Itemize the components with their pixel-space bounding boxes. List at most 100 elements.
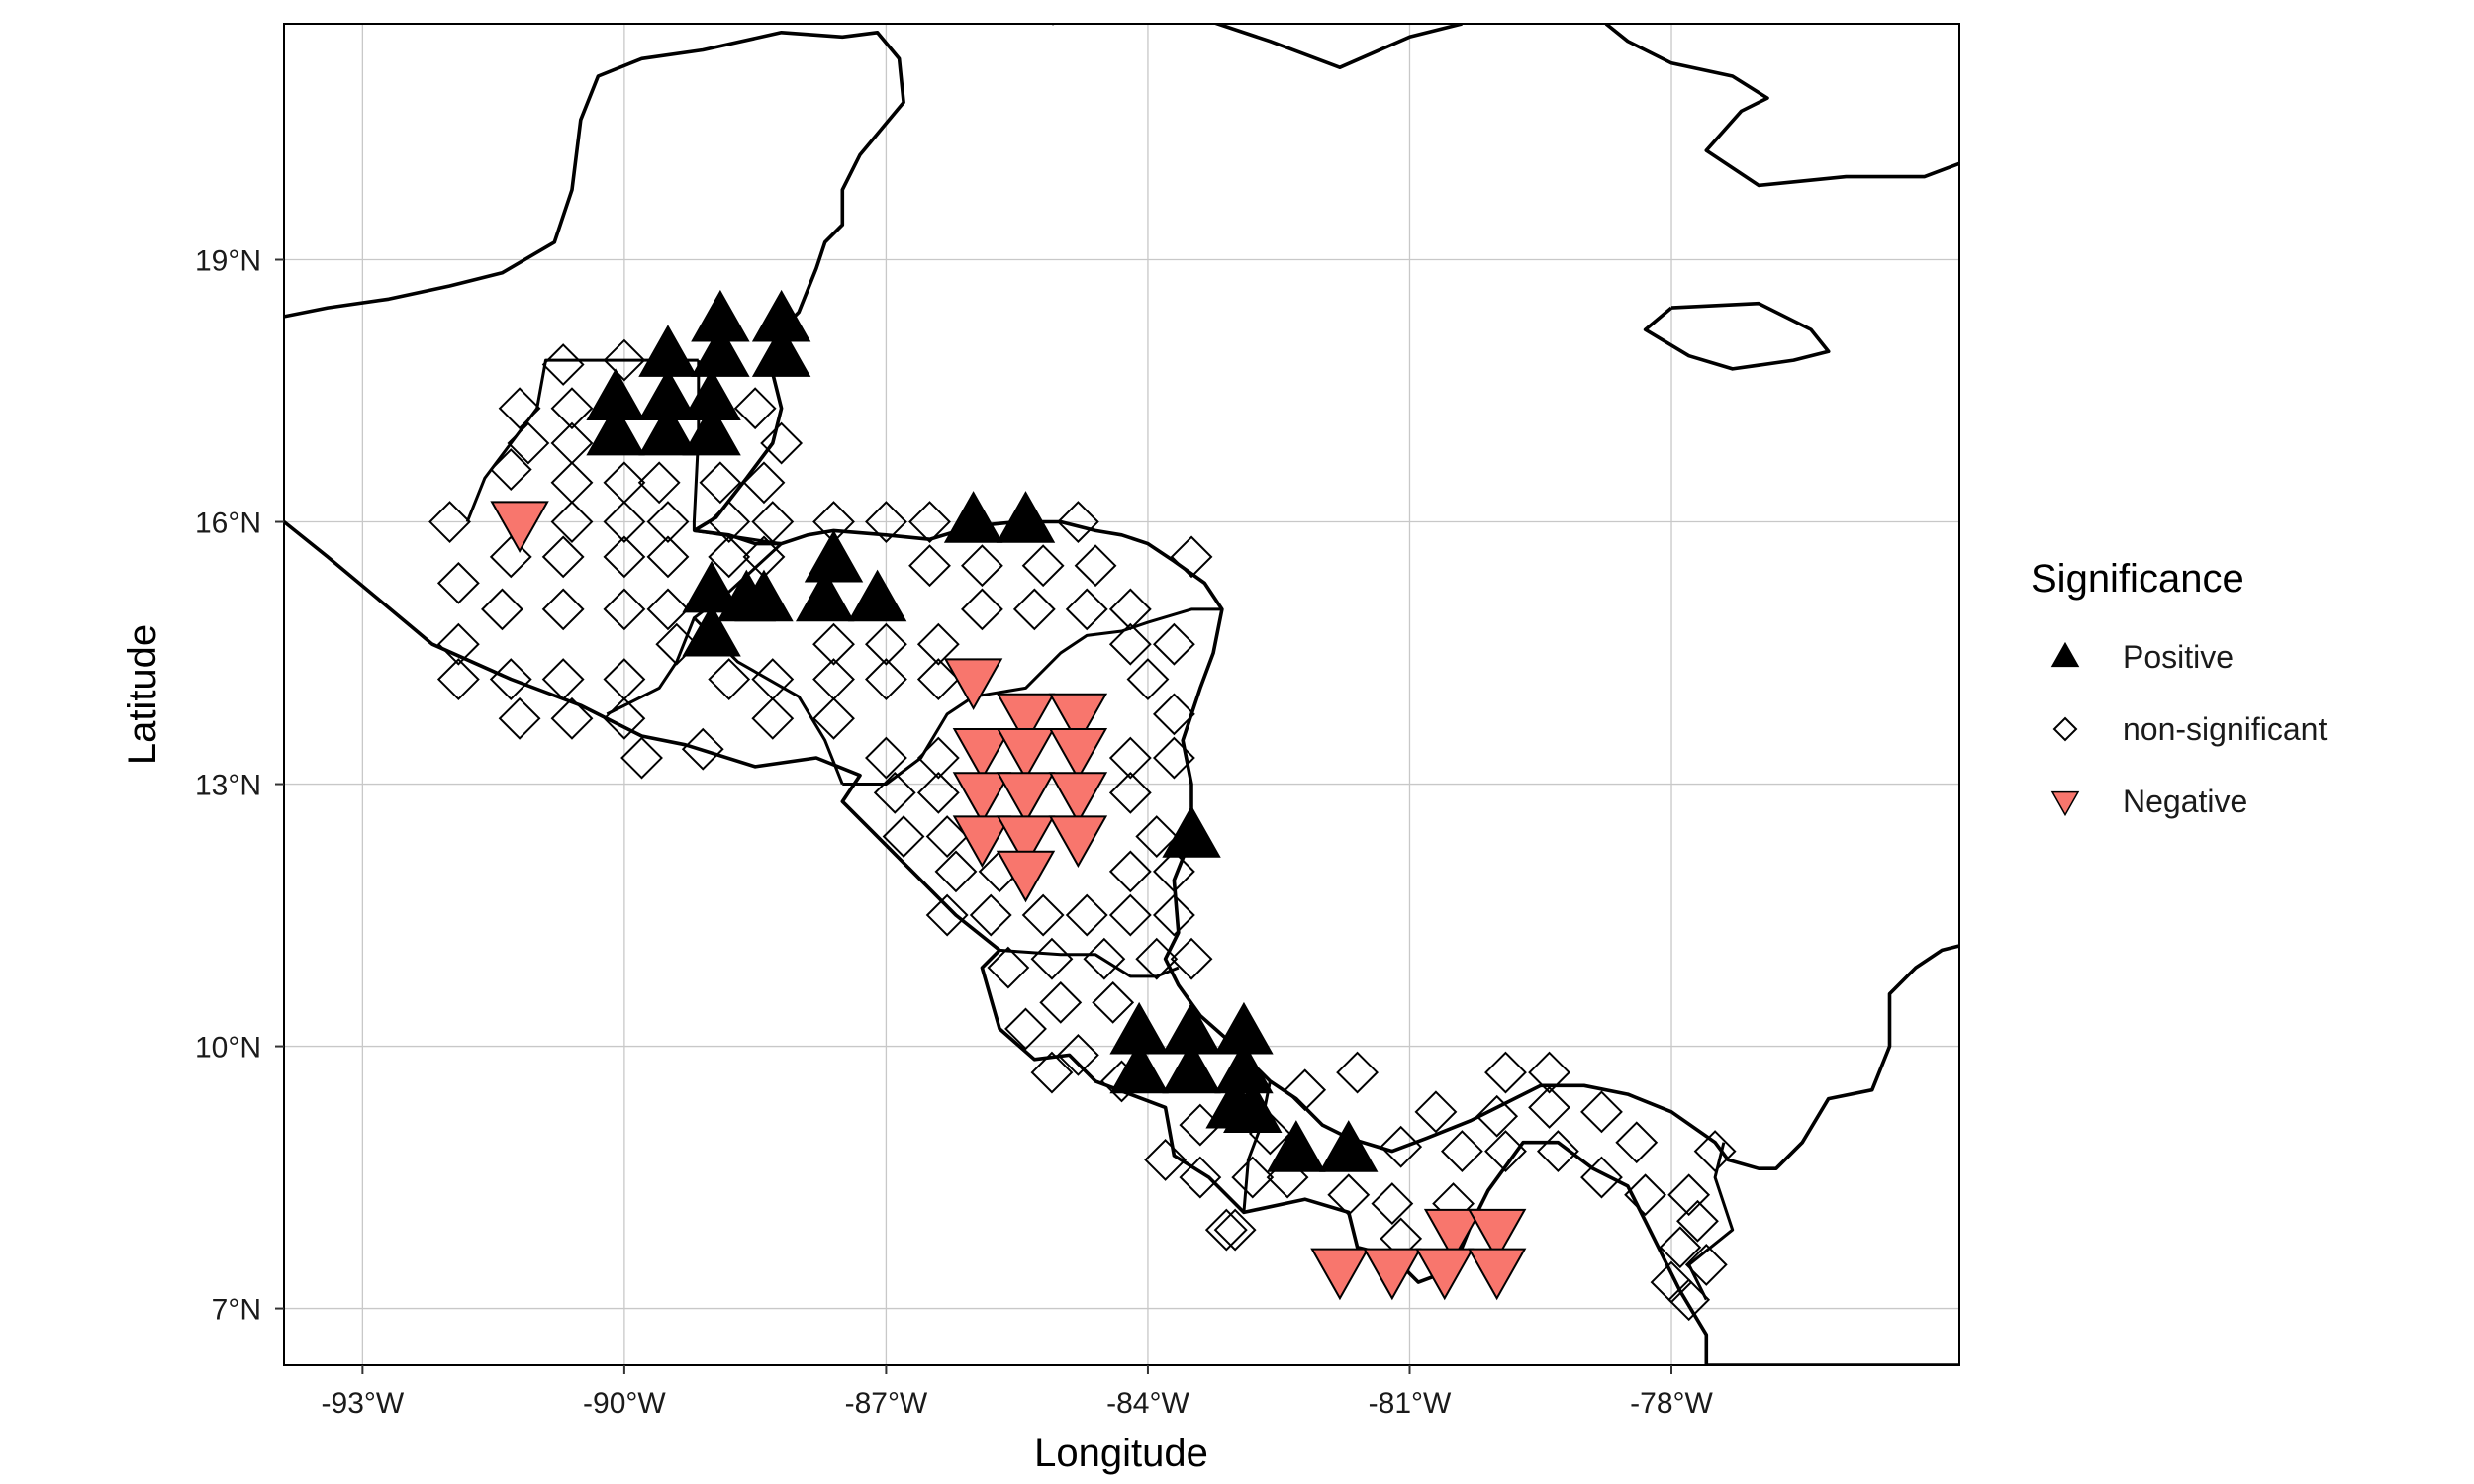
- point-non-significant: [961, 588, 1003, 631]
- point-non-significant: [916, 771, 960, 814]
- point-positive: [1162, 805, 1221, 858]
- point-non-significant: [1152, 622, 1195, 666]
- point-non-significant: [1336, 1051, 1379, 1094]
- point-non-significant: [865, 622, 907, 666]
- legend-key-negative: [2050, 790, 2080, 817]
- point-positive: [1162, 1041, 1221, 1094]
- y-tick-label: 7°N: [212, 1294, 261, 1327]
- point-non-significant: [428, 501, 471, 543]
- point-non-significant: [925, 893, 969, 937]
- x-axis-title: Longitude: [1034, 1432, 1208, 1475]
- y-axis-title: Latitude: [121, 624, 164, 765]
- point-non-significant: [865, 501, 907, 543]
- point-positive: [795, 569, 855, 622]
- point-non-significant: [908, 544, 951, 588]
- point-positive: [1267, 1120, 1326, 1172]
- point-negative: [1363, 1248, 1422, 1301]
- point-non-significant: [603, 338, 646, 382]
- point-non-significant: [1108, 771, 1152, 814]
- point-non-significant: [916, 622, 960, 666]
- x-tick-label: -78°W: [1630, 1387, 1713, 1420]
- point-positive: [1109, 1041, 1169, 1094]
- point-non-significant: [916, 736, 960, 780]
- point-non-significant: [1012, 588, 1056, 631]
- country-border: [842, 607, 1222, 786]
- point-non-significant: [550, 696, 594, 740]
- legend-items: Positive non-significant Negative: [2050, 639, 2327, 819]
- point-non-significant: [1684, 1243, 1728, 1286]
- grid-lines: [284, 24, 1959, 1365]
- point-non-significant: [699, 461, 742, 505]
- point-non-significant: [646, 535, 690, 579]
- y-tick-label: 16°N: [195, 508, 261, 540]
- point-non-significant: [873, 771, 916, 814]
- point-negative: [943, 658, 1003, 710]
- country-border: [465, 358, 699, 523]
- point-non-significant: [603, 588, 646, 631]
- point-non-significant: [733, 387, 777, 430]
- point-non-significant: [1092, 980, 1135, 1024]
- point-non-significant: [1484, 1130, 1527, 1172]
- point-positive: [691, 325, 750, 377]
- point-non-significant: [751, 501, 795, 543]
- point-non-significant: [1152, 693, 1195, 736]
- point-non-significant: [1650, 1260, 1693, 1304]
- point-non-significant: [541, 588, 585, 631]
- point-positive: [586, 403, 645, 456]
- coastline: [284, 520, 1959, 1365]
- point-non-significant: [1204, 1208, 1248, 1252]
- point-positive: [751, 325, 811, 377]
- legend-key-non-significant: [2052, 716, 2078, 742]
- point-non-significant: [1179, 1156, 1222, 1199]
- point-non-significant: [1528, 1085, 1570, 1129]
- point-non-significant: [1213, 1208, 1257, 1252]
- point-non-significant: [646, 588, 690, 631]
- point-non-significant: [1056, 1033, 1099, 1076]
- legend-key-positive: [2050, 641, 2080, 668]
- point-negative: [996, 772, 1056, 824]
- point-non-significant: [603, 535, 646, 579]
- point-non-significant: [1284, 1068, 1327, 1112]
- point-non-significant: [541, 658, 585, 700]
- point-positive: [847, 569, 907, 622]
- point-non-significant: [1327, 1173, 1371, 1217]
- coastline: [1052, 24, 1463, 69]
- point-positive: [682, 603, 741, 657]
- point-non-significant: [1056, 501, 1099, 543]
- point-negative: [952, 728, 1012, 781]
- point-non-significant: [1528, 1051, 1570, 1094]
- point-non-significant: [1440, 1130, 1483, 1172]
- coastline: [1643, 301, 1831, 371]
- point-non-significant: [550, 501, 594, 543]
- point-non-significant: [1152, 850, 1195, 893]
- coastline: [694, 519, 1959, 1170]
- country-border: [1687, 1142, 1735, 1301]
- point-non-significant: [1170, 535, 1213, 579]
- point-non-significant: [681, 727, 724, 771]
- point-non-significant: [498, 696, 541, 740]
- point-non-significant: [708, 501, 751, 543]
- point-non-significant: [925, 815, 969, 858]
- point-negative: [996, 693, 1056, 746]
- point-non-significant: [1021, 893, 1065, 937]
- x-tick-label: -90°W: [583, 1387, 666, 1420]
- point-non-significant: [961, 544, 1003, 588]
- point-negative: [952, 815, 1012, 868]
- point-non-significant: [882, 815, 925, 858]
- coastline: [1604, 24, 1959, 188]
- y-axis-ticks: 7°N 10°N 13°N 16°N 19°N: [195, 245, 284, 1327]
- point-non-significant: [1030, 1051, 1074, 1094]
- point-non-significant: [1135, 815, 1179, 858]
- point-negative: [1310, 1248, 1370, 1301]
- country-border: [606, 542, 783, 716]
- point-non-significant: [751, 696, 795, 740]
- point-non-significant: [1693, 1130, 1737, 1172]
- point-negative: [1467, 1248, 1527, 1301]
- point-non-significant: [1108, 850, 1152, 893]
- legend-label: Positive: [2123, 639, 2234, 675]
- point-non-significant: [812, 696, 855, 740]
- point-non-significant: [1108, 893, 1152, 937]
- point-non-significant: [1074, 544, 1117, 588]
- x-axis-ticks: -93°W -90°W -87°W -84°W -81°W -78°W: [322, 1365, 1714, 1420]
